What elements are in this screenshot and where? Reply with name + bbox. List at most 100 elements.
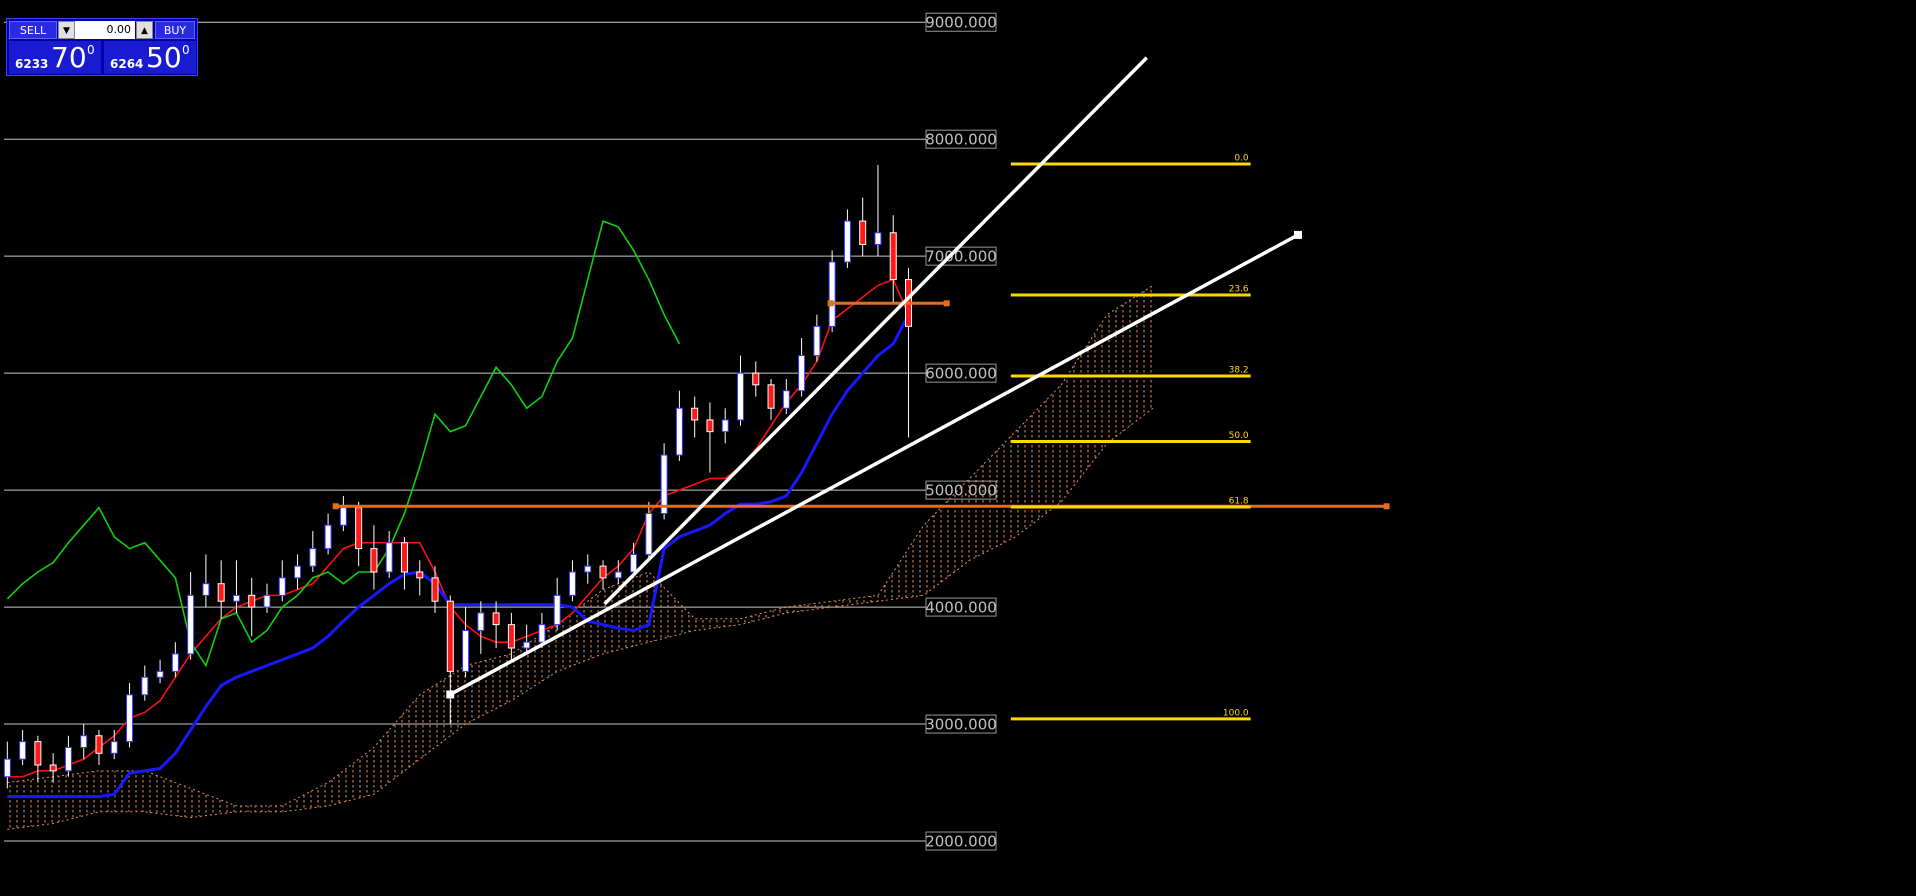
candle-body <box>645 513 653 555</box>
candle-body <box>202 583 210 596</box>
candle-body <box>843 220 851 263</box>
candle-body <box>156 670 164 678</box>
candle-body <box>492 612 500 626</box>
lot-up[interactable]: ▲ <box>136 21 153 39</box>
candle-body <box>171 653 179 672</box>
candle-body <box>49 764 57 772</box>
y-tick-label: 8000.000 <box>925 131 997 149</box>
y-tick-box <box>925 363 997 383</box>
y-tick-box <box>925 714 997 734</box>
candle-body <box>813 325 821 357</box>
candle-body <box>584 565 592 573</box>
buy-button[interactable]: BUY <box>155 21 195 39</box>
candle-body <box>385 542 393 573</box>
candle-body <box>126 694 134 743</box>
y-tick-label: 3000.000 <box>925 716 997 734</box>
candle-body <box>523 641 531 649</box>
indicator-line <box>6 220 681 668</box>
candle-body <box>187 594 195 655</box>
candle-body <box>568 571 576 596</box>
lot-input[interactable]: 0.00 <box>75 21 135 39</box>
ask-prefix: 6264 <box>110 57 144 71</box>
line-handle <box>1383 503 1390 510</box>
cloud-edge <box>7 284 1154 807</box>
candle-body <box>874 232 882 245</box>
candle-body <box>431 577 439 602</box>
candle-body <box>675 407 683 456</box>
candle-body <box>889 232 897 281</box>
y-tick-label: 7000.000 <box>925 248 997 266</box>
candle-body <box>141 676 149 696</box>
line-handle <box>1294 230 1303 239</box>
line-handle <box>827 300 834 307</box>
fib-label: 0.0 <box>1234 153 1249 163</box>
candle-body <box>248 594 256 608</box>
y-tick-box <box>925 12 997 32</box>
indicator-line <box>7 313 910 799</box>
candle-body <box>553 594 561 626</box>
candle-body <box>324 524 332 550</box>
bid-prefix: 6233 <box>15 57 49 71</box>
y-tick-label: 6000.000 <box>925 365 997 383</box>
candle-body <box>339 507 347 526</box>
candle-body <box>767 384 775 409</box>
candle-body <box>263 594 271 608</box>
candle-body <box>599 565 607 579</box>
candle-body <box>782 390 790 409</box>
candle-body <box>80 735 88 748</box>
ask-quote[interactable]: 6264 50 0 <box>104 41 196 74</box>
candle-body <box>691 407 699 421</box>
candle-body <box>752 372 760 386</box>
candle-body <box>278 577 286 596</box>
candle-body <box>110 741 118 754</box>
candle-body <box>294 565 302 579</box>
candle-body <box>507 624 515 649</box>
candle-body <box>217 583 225 602</box>
line-handle <box>943 300 950 307</box>
sell-button[interactable]: SELL <box>9 21 57 39</box>
candle-body <box>95 735 103 754</box>
fib-label: 61.8 <box>1229 496 1249 506</box>
candle-body <box>828 261 836 327</box>
candle-body <box>64 746 72 772</box>
bid-sup: 0 <box>87 43 95 57</box>
candle-body <box>706 419 714 433</box>
fib-label: 50.0 <box>1229 431 1249 441</box>
candle-body <box>477 612 485 631</box>
candle-body <box>736 372 744 421</box>
lot-down[interactable]: ▼ <box>58 21 75 39</box>
line-handle <box>446 690 455 699</box>
fib-label: 23.6 <box>1229 285 1249 295</box>
y-tick-box <box>925 597 997 617</box>
bid-quote[interactable]: 6233 70 0 <box>9 41 101 74</box>
candle-body <box>232 594 240 602</box>
y-tick-label: 9000.000 <box>925 14 997 32</box>
ichimoku-cloud <box>7 285 1153 830</box>
fib-label: 38.2 <box>1229 365 1249 375</box>
candle-body <box>34 741 42 766</box>
candle-body <box>859 220 867 245</box>
indicator-line <box>7 278 910 778</box>
candle-body <box>400 542 408 573</box>
candle-body <box>630 553 638 573</box>
line-handle <box>332 503 339 510</box>
candle-body <box>355 507 363 550</box>
trade-panel: SELL ▼ 0.00 ▲ BUY 6233 70 0 6264 50 0 <box>6 18 198 76</box>
candle-body <box>798 355 806 392</box>
candle-body <box>462 629 470 672</box>
y-tick-box <box>925 129 997 149</box>
candle-body <box>309 548 317 567</box>
y-tick-label: 2000.000 <box>925 833 997 851</box>
fib-label: 100.0 <box>1223 708 1249 718</box>
trendline <box>449 233 1299 696</box>
trendline <box>603 56 1149 606</box>
candle-body <box>721 419 729 433</box>
y-tick-label: 4000.000 <box>925 599 997 617</box>
ask-big: 50 <box>146 41 182 74</box>
cloud-edge <box>7 407 1154 830</box>
y-tick-box <box>925 831 997 851</box>
candle-body <box>3 758 11 778</box>
ask-sup: 0 <box>182 43 190 57</box>
